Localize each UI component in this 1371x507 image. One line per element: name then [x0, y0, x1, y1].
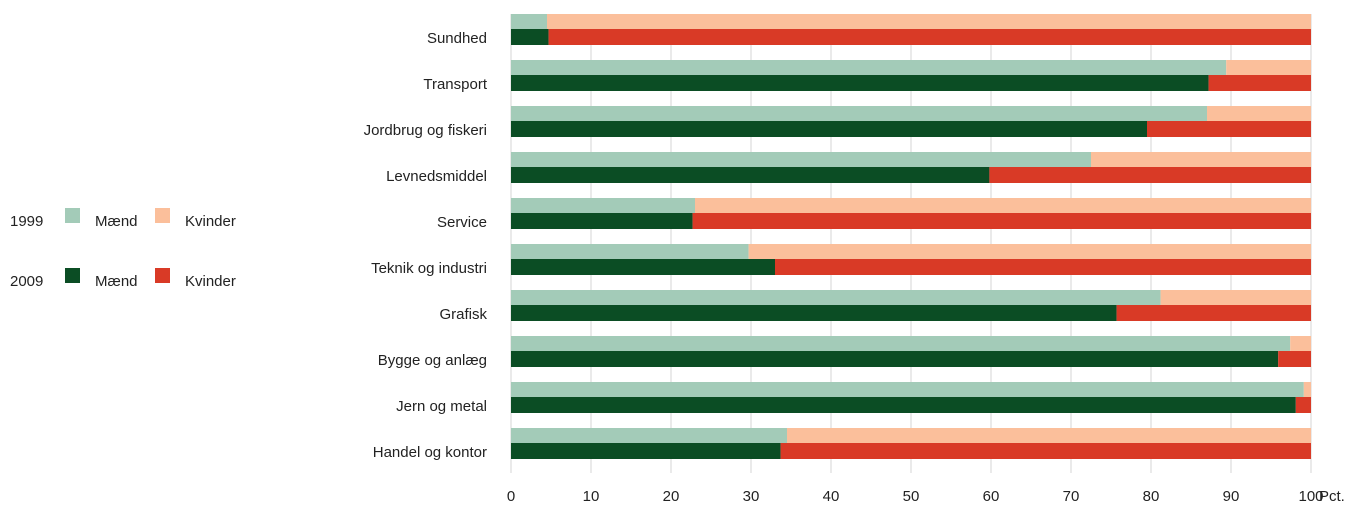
x-tick-label: 10	[583, 488, 600, 505]
bar-segment	[511, 336, 1291, 351]
bar-segment	[695, 198, 1311, 213]
bar-segment	[1147, 121, 1311, 137]
bar-segment	[511, 29, 549, 45]
bar-segment	[748, 244, 1311, 259]
y-tick-label: Sundhed	[427, 30, 487, 47]
bar-segment	[511, 14, 547, 29]
bar-segment	[511, 213, 693, 229]
bar-segment	[511, 121, 1147, 137]
bar-segment	[1116, 305, 1311, 321]
x-axis-label: Pct.	[1319, 488, 1345, 505]
y-tick-label: Teknik og industri	[371, 260, 487, 277]
bar-segment	[511, 106, 1207, 121]
y-tick-label: Service	[437, 214, 487, 231]
legend-label: Kvinder	[185, 273, 236, 290]
bar-segment	[1290, 336, 1311, 351]
legend-label: Mænd	[95, 273, 138, 290]
legend-label: Mænd	[95, 213, 138, 230]
x-tick-label: 90	[1223, 488, 1240, 505]
legend-swatch	[155, 208, 170, 223]
bar-segment	[989, 167, 1311, 183]
bar-segment	[511, 397, 1296, 413]
y-tick-label: Levnedsmiddel	[386, 168, 487, 185]
bar-segment	[775, 259, 1311, 275]
bar-segment	[1091, 152, 1311, 167]
bar-segment	[511, 60, 1227, 75]
bar-segment	[511, 152, 1091, 167]
y-tick-label: Transport	[423, 76, 487, 93]
bar-segment	[548, 29, 1311, 45]
legend-group-label: 2009	[10, 273, 43, 290]
bar-segment	[1208, 75, 1311, 91]
x-tick-label: 40	[823, 488, 840, 505]
x-tick-label: 0	[507, 488, 515, 505]
bar-segment	[511, 167, 990, 183]
bar-segment	[511, 259, 775, 275]
x-tick-label: 50	[903, 488, 920, 505]
y-tick-label: Grafisk	[439, 306, 487, 323]
bar-segment	[1278, 351, 1311, 367]
bar-segment	[1207, 106, 1311, 121]
y-tick-label: Bygge og anlæg	[378, 352, 487, 369]
bar-segment	[511, 428, 787, 443]
bar-segment	[511, 290, 1161, 305]
bar-segment	[547, 14, 1311, 29]
y-tick-label: Handel og kontor	[373, 444, 487, 461]
bar-segment	[1303, 382, 1311, 397]
bar-segment	[787, 428, 1311, 443]
bar-segment	[511, 198, 695, 213]
x-tick-label: 60	[983, 488, 1000, 505]
bar-segment	[511, 305, 1117, 321]
x-tick-label: 70	[1063, 488, 1080, 505]
legend-label: Kvinder	[185, 213, 236, 230]
x-tick-label: 30	[743, 488, 760, 505]
bar-segment	[511, 75, 1209, 91]
legend-swatch	[65, 268, 80, 283]
bar-segment	[692, 213, 1311, 229]
x-tick-label: 80	[1143, 488, 1160, 505]
bar-segment	[511, 382, 1304, 397]
x-tick-label: 100	[1298, 488, 1323, 505]
bar-segment	[511, 244, 749, 259]
bar-segment	[511, 351, 1279, 367]
y-tick-label: Jern og metal	[396, 398, 487, 415]
y-tick-label: Jordbrug og fiskeri	[364, 122, 487, 139]
legend-swatch	[65, 208, 80, 223]
legend-swatch	[155, 268, 170, 283]
bar-segment	[1160, 290, 1311, 305]
bar-segment	[780, 443, 1311, 459]
legend-group-label: 1999	[10, 213, 43, 230]
bar-segment	[1295, 397, 1311, 413]
bar-segment	[1226, 60, 1311, 75]
x-tick-label: 20	[663, 488, 680, 505]
bar-segment	[511, 443, 781, 459]
